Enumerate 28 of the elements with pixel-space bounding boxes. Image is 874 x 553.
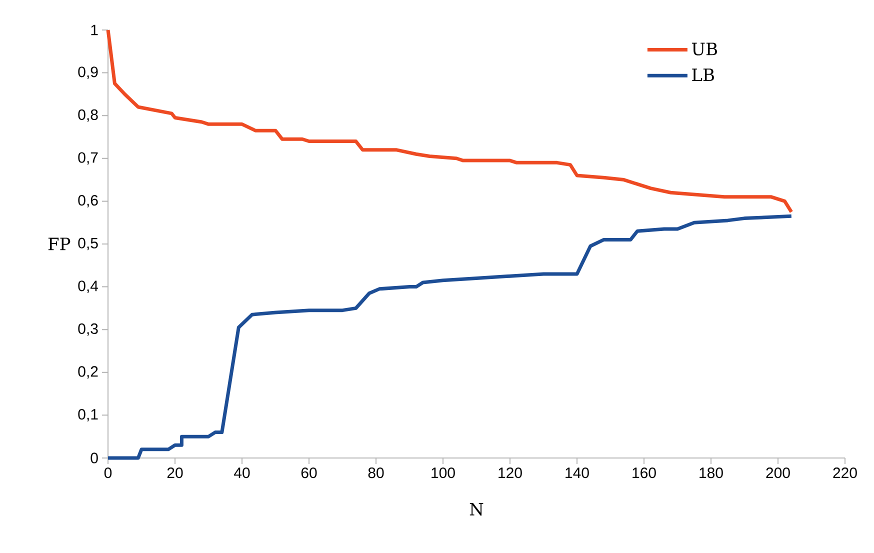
- x-tick-label: 120: [498, 468, 522, 478]
- x-tick-label: 20: [167, 468, 183, 478]
- x-tick-label: 180: [700, 468, 723, 478]
- y-tick-label: 0,7: [78, 152, 98, 165]
- legend-label: LB: [692, 68, 714, 82]
- x-tick-label: 0: [104, 468, 112, 478]
- y-axis-title: FP: [48, 238, 70, 250]
- x-tick-label: 160: [632, 468, 656, 478]
- x-tick-label: 80: [368, 468, 384, 478]
- x-tick-label: 100: [432, 468, 455, 478]
- x-tick-label: 40: [234, 468, 250, 478]
- y-tick-label: 0,5: [78, 238, 98, 250]
- y-tick-label: 0,2: [78, 366, 98, 379]
- legend-label: UB: [692, 42, 717, 56]
- y-tick-label: 0,4: [78, 280, 98, 293]
- x-tick-label: 200: [766, 468, 790, 478]
- y-tick-label: 0,1: [78, 408, 98, 422]
- y-tick-label: 0,8: [78, 109, 98, 122]
- y-tick-label: 1: [91, 24, 98, 36]
- x-tick-label: 140: [566, 468, 589, 478]
- y-tick-label: 0,6: [78, 194, 98, 208]
- x-tick-label: 60: [301, 468, 317, 478]
- y-tick-label: 0,9: [78, 66, 98, 79]
- y-tick-label: 0,3: [78, 323, 98, 336]
- line-series: [106, 214, 794, 460]
- y-tick-label: 0: [90, 452, 98, 464]
- x-tick-label: 220: [833, 468, 857, 478]
- x-axis-title: N: [470, 503, 484, 516]
